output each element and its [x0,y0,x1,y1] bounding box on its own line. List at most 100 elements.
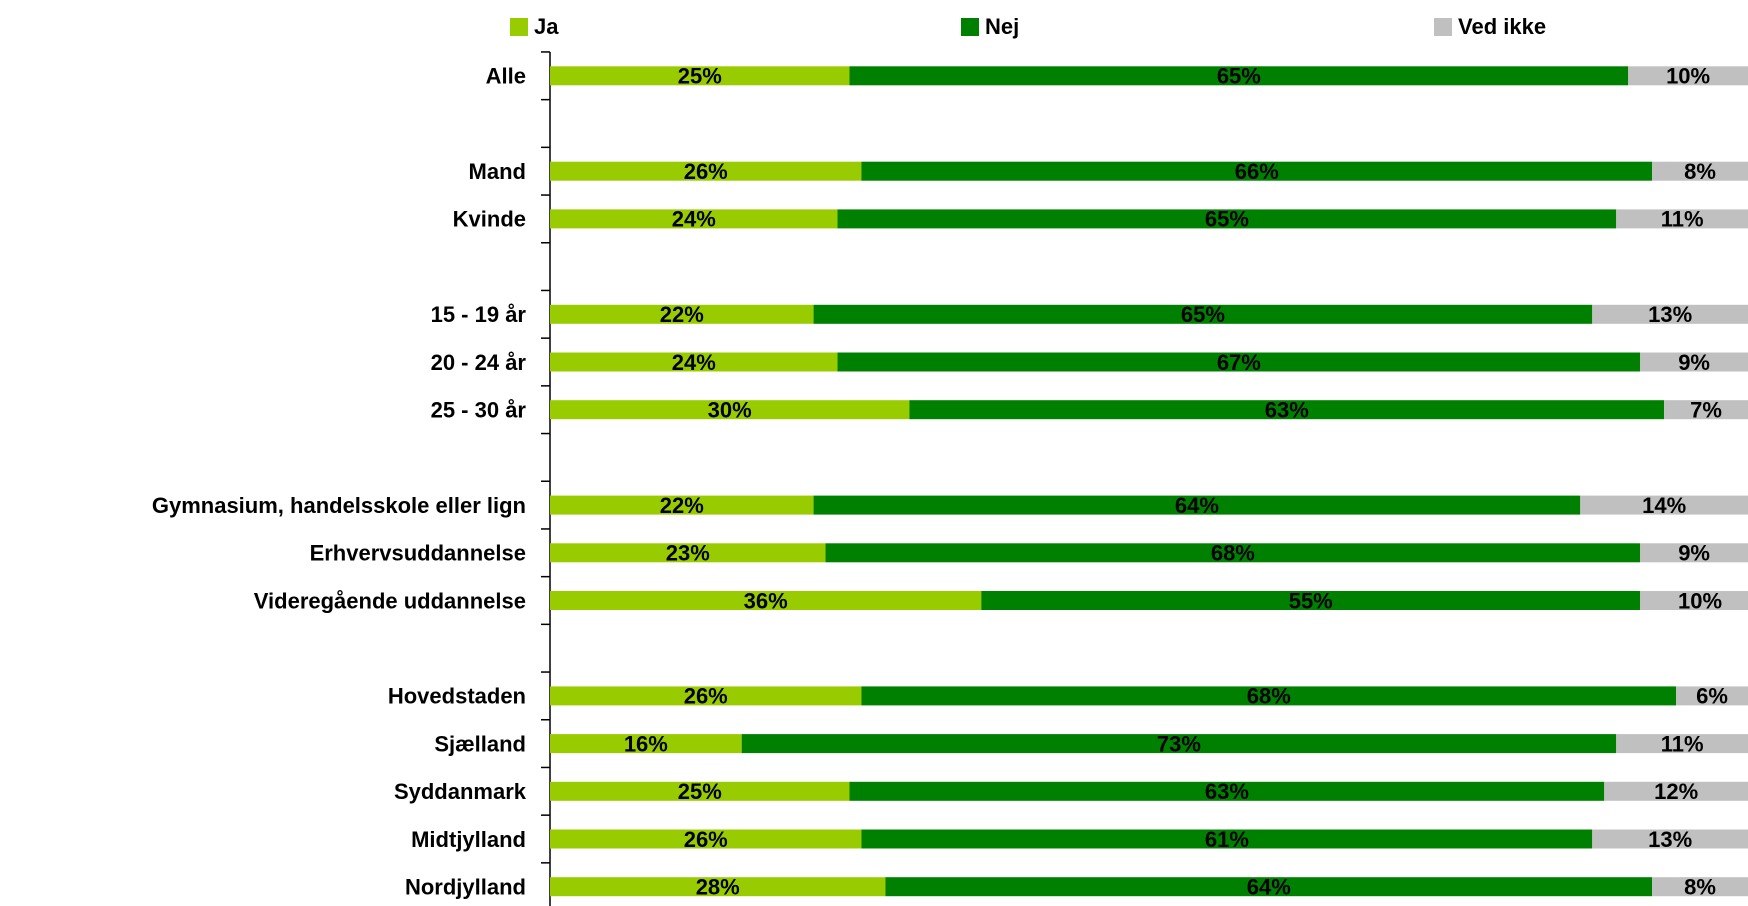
bar-segment [849,781,1605,801]
value-label: 55% [1289,588,1333,613]
value-label: 9% [1678,350,1710,375]
category-label: Nordjylland [405,875,526,900]
bar-segment [837,352,1641,372]
category-label: Gymnasium, handelsskole eller lign [152,493,526,518]
bar-segment [1604,781,1748,801]
value-label: 26% [684,159,728,184]
value-label: 25% [678,779,722,804]
value-label: 65% [1205,207,1249,232]
bar-segment [550,66,850,86]
bar-segment [550,686,862,706]
bar-segment [837,209,1617,229]
legend-label: Nej [985,14,1019,39]
bar-segment [813,495,1581,515]
bar-segment [550,304,814,324]
bar-segment [1592,304,1748,324]
bar-segment [550,591,982,610]
value-label: 13% [1648,827,1692,852]
category-label: Mand [469,159,526,184]
legend-swatch [1434,18,1452,36]
bar-segment [885,877,1653,897]
value-label: 67% [1217,350,1261,375]
value-label: 26% [684,684,728,709]
bar-segment [550,877,886,897]
value-label: 16% [624,731,668,756]
value-label: 64% [1247,875,1291,900]
bar-segment [1628,66,1748,86]
value-label: 9% [1678,541,1710,566]
value-label: 8% [1684,875,1716,900]
bar-segment [909,400,1665,420]
value-label: 68% [1247,684,1291,709]
bar-segment [550,829,862,849]
category-label: Sjælland [434,731,526,756]
value-label: 23% [666,541,710,566]
category-label: Hovedstaden [388,684,526,709]
value-label: 24% [672,350,716,375]
bar-segment [1640,591,1748,610]
value-label: 13% [1648,302,1692,327]
bar-segment [981,591,1641,610]
value-label: 63% [1205,779,1249,804]
value-label: 63% [1265,398,1309,423]
value-label: 10% [1666,64,1710,89]
bar-segment [550,781,850,801]
value-label: 36% [744,588,788,613]
value-label: 24% [672,207,716,232]
bar-segment [1616,734,1748,754]
bar-segment [1640,352,1748,372]
category-label: Videregående uddannelse [254,588,526,613]
category-label: Kvinde [453,207,526,232]
bar-segment [1580,495,1748,515]
bar-segment [550,495,814,515]
bar-segment [1676,686,1748,706]
value-label: 22% [660,493,704,518]
bar-segment [1652,877,1748,897]
value-label: 8% [1684,159,1716,184]
value-label: 7% [1690,398,1722,423]
value-label: 6% [1696,684,1728,709]
bar-segment [550,400,910,420]
category-label: Alle [486,64,526,89]
legend-label: Ja [534,14,559,39]
bar-segment [550,734,742,754]
bar-segment [1664,400,1748,420]
bar-segment [550,352,838,372]
value-label: 73% [1157,731,1201,756]
legend-swatch [961,18,979,36]
bar-segment [1592,829,1748,849]
value-label: 64% [1175,493,1219,518]
value-label: 25% [678,64,722,89]
category-label: 25 - 30 år [431,398,527,423]
value-label: 66% [1235,159,1279,184]
bar-segment [550,161,862,181]
value-label: 14% [1642,493,1686,518]
value-label: 68% [1211,541,1255,566]
value-label: 30% [708,398,752,423]
category-label: Syddanmark [394,779,527,804]
bar-segment [813,304,1593,324]
bar-segment [861,829,1593,849]
category-label: Midtjylland [411,827,526,852]
bar-segment [550,543,826,563]
category-label: 15 - 19 år [431,302,527,327]
bar-segment [825,543,1641,563]
bar-segment [1616,209,1748,229]
value-label: 22% [660,302,704,327]
value-label: 26% [684,827,728,852]
value-label: 65% [1181,302,1225,327]
value-label: 12% [1654,779,1698,804]
bar-segment [1652,161,1748,181]
value-label: 28% [696,875,740,900]
legend-label: Ved ikke [1458,14,1546,39]
legend-swatch [510,18,528,36]
value-label: 65% [1217,64,1261,89]
value-label: 11% [1661,731,1704,756]
bar-segment [741,734,1617,754]
category-label: Erhvervsuddannelse [310,541,526,566]
value-label: 11% [1661,207,1704,232]
value-label: 10% [1678,588,1722,613]
bar-segment [550,209,838,229]
value-label: 61% [1205,827,1249,852]
